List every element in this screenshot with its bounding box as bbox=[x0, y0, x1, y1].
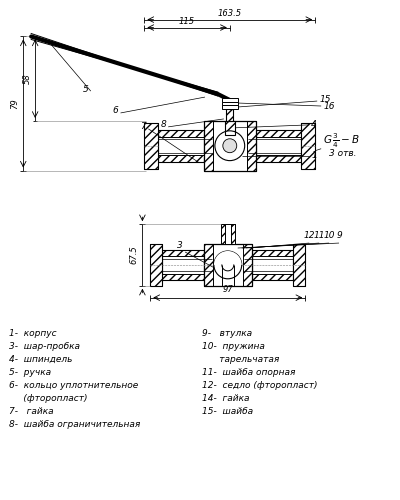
Bar bbox=[226, 109, 233, 121]
Bar bbox=[162, 274, 204, 280]
Text: 16: 16 bbox=[323, 102, 335, 110]
Text: 9: 9 bbox=[336, 231, 342, 240]
Bar bbox=[150, 244, 162, 286]
Bar bbox=[221, 224, 235, 244]
Bar bbox=[247, 121, 256, 170]
Bar bbox=[256, 154, 301, 162]
Text: 4: 4 bbox=[311, 120, 317, 130]
Bar bbox=[226, 109, 233, 121]
Text: 3 отв.: 3 отв. bbox=[329, 149, 356, 158]
Text: тарельчатая: тарельчатая bbox=[202, 356, 279, 364]
Text: 15-  шайба: 15- шайба bbox=[202, 407, 253, 416]
Text: 115: 115 bbox=[179, 16, 195, 26]
Circle shape bbox=[215, 131, 245, 160]
Bar bbox=[256, 130, 301, 162]
Bar bbox=[158, 130, 204, 137]
Bar bbox=[301, 123, 315, 168]
Text: 6-  кольцо уплотнительное: 6- кольцо уплотнительное bbox=[9, 381, 138, 390]
Bar bbox=[222, 105, 238, 109]
Bar bbox=[204, 244, 252, 286]
Bar bbox=[221, 224, 225, 244]
Text: 67.5: 67.5 bbox=[130, 246, 138, 264]
Text: $G\,\frac{3}{4}-B$: $G\,\frac{3}{4}-B$ bbox=[323, 132, 360, 150]
Text: (фторопласт): (фторопласт) bbox=[9, 394, 88, 403]
Text: 8: 8 bbox=[160, 120, 166, 130]
Bar bbox=[204, 121, 256, 170]
Bar bbox=[225, 121, 235, 135]
Bar bbox=[150, 244, 162, 286]
Bar bbox=[231, 224, 235, 244]
Text: 11-  шайба опорная: 11- шайба опорная bbox=[202, 368, 295, 377]
Text: 7: 7 bbox=[141, 122, 146, 132]
Text: 15: 15 bbox=[319, 94, 331, 104]
Bar bbox=[252, 274, 293, 280]
Bar bbox=[252, 250, 293, 256]
Bar bbox=[243, 244, 252, 286]
Bar bbox=[293, 244, 305, 286]
Wedge shape bbox=[214, 251, 242, 265]
Text: 97: 97 bbox=[222, 284, 233, 294]
Bar bbox=[144, 123, 158, 168]
Bar bbox=[256, 130, 301, 137]
Bar bbox=[301, 123, 315, 168]
Text: 1-  корпус: 1- корпус bbox=[9, 330, 57, 338]
Bar bbox=[225, 121, 235, 135]
Text: 10: 10 bbox=[323, 231, 335, 240]
Bar bbox=[222, 102, 238, 105]
Bar bbox=[204, 121, 213, 170]
Text: 4-  шпиндель: 4- шпиндель bbox=[9, 356, 73, 364]
Circle shape bbox=[214, 251, 242, 279]
Bar bbox=[222, 98, 238, 102]
Text: 5-  ручка: 5- ручка bbox=[9, 368, 52, 377]
Circle shape bbox=[223, 139, 237, 152]
Bar bbox=[144, 123, 158, 168]
Text: 11: 11 bbox=[314, 231, 325, 240]
Text: 12: 12 bbox=[304, 231, 315, 240]
Text: 9-   втулка: 9- втулка bbox=[202, 330, 252, 338]
Text: 7-   гайка: 7- гайка bbox=[9, 407, 54, 416]
Text: 12-  седло (фторопласт): 12- седло (фторопласт) bbox=[202, 381, 318, 390]
Text: 10-  пружина: 10- пружина bbox=[202, 342, 265, 351]
Text: 163.5: 163.5 bbox=[218, 8, 242, 18]
Text: 79: 79 bbox=[10, 98, 19, 109]
Text: 5: 5 bbox=[83, 84, 89, 94]
Text: 1: 1 bbox=[311, 151, 317, 160]
Bar bbox=[158, 130, 204, 162]
Text: 14-  гайка: 14- гайка bbox=[202, 394, 250, 403]
Bar bbox=[162, 250, 204, 280]
Text: 58: 58 bbox=[23, 74, 32, 84]
Text: 3: 3 bbox=[177, 241, 183, 250]
Bar bbox=[252, 250, 293, 280]
Text: 6: 6 bbox=[113, 106, 118, 116]
Bar bbox=[162, 250, 204, 256]
Text: 8-  шайба ограничительная: 8- шайба ограничительная bbox=[9, 420, 140, 429]
Bar bbox=[204, 244, 213, 286]
Bar bbox=[158, 154, 204, 162]
Bar bbox=[293, 244, 305, 286]
Text: 3-  шар-пробка: 3- шар-пробка bbox=[9, 342, 80, 351]
